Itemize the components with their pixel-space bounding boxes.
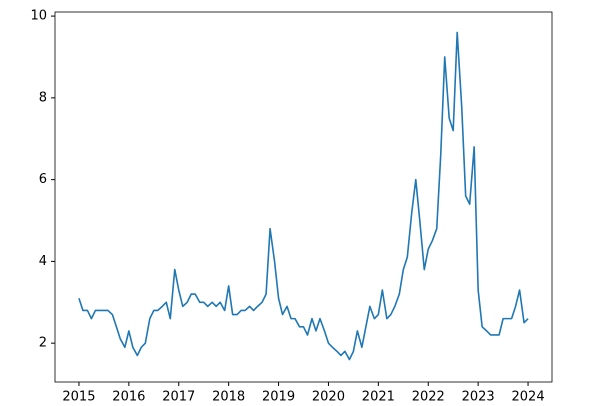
- x-tick-label: 2016: [112, 390, 145, 405]
- plot-frame: [54, 11, 553, 383]
- line-series: [78, 31, 529, 361]
- x-tick-label: 2019: [262, 390, 295, 405]
- x-tick-label: 2018: [212, 390, 245, 405]
- y-tick-label: 4: [39, 254, 47, 269]
- y-tick-label: 6: [39, 172, 47, 187]
- y-tick-label: 8: [39, 90, 47, 105]
- x-tick-label: 2017: [162, 390, 195, 405]
- y-tick-label: 2: [39, 336, 47, 351]
- x-tick-label: 2020: [312, 390, 345, 405]
- x-tick-label: 2021: [362, 390, 395, 405]
- y-tick-label: 10: [30, 9, 47, 24]
- x-tick-label: 2024: [512, 390, 545, 405]
- x-tick-label: 2023: [462, 390, 495, 405]
- x-tick-label: 2022: [412, 390, 445, 405]
- x-tick-label: 2015: [62, 390, 95, 405]
